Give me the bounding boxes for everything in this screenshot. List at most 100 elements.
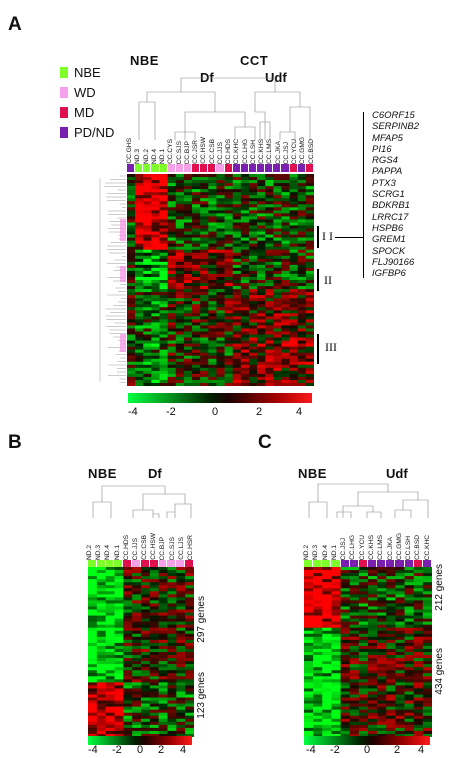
heatmap-cell <box>232 310 242 314</box>
heatmap-cell <box>273 258 282 263</box>
heatmap-cell <box>422 679 432 683</box>
heatmap-cell <box>183 358 193 363</box>
heatmap-cell <box>216 243 225 247</box>
heatmap-cell <box>141 567 151 571</box>
heatmap-cell <box>167 367 177 372</box>
heatmap-cell <box>159 189 168 193</box>
heatmap-cell <box>158 730 168 735</box>
heatmap-cell <box>331 697 341 701</box>
heatmap-cell <box>322 661 332 665</box>
heatmap-cell <box>240 201 250 205</box>
heatmap-cell <box>127 286 136 290</box>
heatmap-cell <box>305 252 314 257</box>
heatmap-cell <box>422 585 432 589</box>
heatmap-cell <box>422 573 432 577</box>
heatmap-cell <box>208 373 217 378</box>
heatmap-cell <box>395 676 405 680</box>
heatmap-cell <box>141 600 151 604</box>
heatmap-cell <box>216 207 225 211</box>
heatmap-cell <box>240 283 250 287</box>
heatmap-cell <box>422 606 432 610</box>
heatmap-cell <box>200 370 209 375</box>
heatmap-cell <box>297 261 307 266</box>
heatmap-cell <box>304 591 314 595</box>
heatmap-cell <box>127 186 136 190</box>
heatmap-cell <box>413 567 424 571</box>
heatmap-cell <box>123 697 133 701</box>
heatmap-cell <box>88 724 98 729</box>
panel-b-gene-count-123: 123 genes <box>196 672 207 732</box>
heatmap-cell <box>175 379 185 384</box>
heatmap-cell <box>200 325 209 329</box>
heatmap-cell <box>200 346 209 350</box>
heatmap-cell <box>240 286 250 290</box>
heatmap-cell <box>200 340 209 344</box>
heatmap-cell <box>305 322 314 326</box>
heatmap-cell <box>185 730 194 735</box>
panel-a-row-dendrogram <box>99 175 126 383</box>
heatmap-cell <box>175 258 185 263</box>
heatmap-cell <box>149 642 159 647</box>
heatmap-cell <box>123 585 133 589</box>
heatmap-cell <box>297 376 307 381</box>
heatmap-cell <box>175 225 185 229</box>
heatmap-cell <box>265 186 274 190</box>
sample-label: CC.HDS <box>122 534 130 560</box>
heatmap-cell <box>88 591 98 595</box>
heatmap-cell <box>224 189 233 193</box>
heatmap-cell <box>123 700 133 704</box>
heatmap-cell <box>159 177 168 181</box>
heatmap-cell <box>114 603 124 607</box>
heatmap-cell <box>358 679 369 683</box>
heatmap-cell <box>216 213 225 217</box>
heatmap-cell <box>265 249 274 254</box>
gene-list-bracket <box>363 112 364 278</box>
heatmap-cell <box>159 219 168 223</box>
heatmap-cell <box>305 298 314 302</box>
heatmap-cell <box>127 331 136 335</box>
class-bar-cell-pd <box>265 164 274 172</box>
heatmap-cell <box>143 316 152 320</box>
heatmap-cell <box>413 679 424 683</box>
heatmap-cell <box>331 658 341 662</box>
heatmap-cell <box>273 234 282 238</box>
heatmap-cell <box>322 621 332 625</box>
heatmap-cell <box>232 292 242 296</box>
heatmap-cell <box>192 237 201 241</box>
heatmap-cell <box>208 298 217 302</box>
heatmap-cell <box>208 177 217 181</box>
heatmap-cell <box>257 313 266 317</box>
heatmap-cell <box>289 316 299 320</box>
gene-name: PI16 <box>372 143 392 155</box>
class-bar-cell-md <box>149 560 159 567</box>
heatmap-cell <box>132 688 142 692</box>
heatmap-cell <box>289 216 299 220</box>
heatmap-cell <box>422 633 432 638</box>
heatmap-cell <box>377 727 387 732</box>
heatmap-cell <box>257 355 266 360</box>
heatmap-cell <box>135 243 144 247</box>
heatmap-cell <box>395 730 405 735</box>
heatmap-cell <box>368 673 378 677</box>
heatmap-cell <box>127 346 136 350</box>
heatmap-cell <box>96 694 106 698</box>
heatmap-cell <box>248 346 258 350</box>
heatmap-cell <box>297 331 307 335</box>
heatmap-cell <box>167 655 177 659</box>
heatmap-cell <box>127 319 136 323</box>
heatmap-cell <box>114 636 124 641</box>
heatmap-cell <box>240 231 250 235</box>
heatmap-cell <box>331 679 341 683</box>
heatmap-cell <box>192 213 201 217</box>
heatmap-cell <box>105 691 115 695</box>
heatmap-cell <box>297 286 307 290</box>
heatmap-cell <box>176 588 186 592</box>
heatmap-cell <box>232 219 242 223</box>
heatmap-cell <box>151 292 160 296</box>
heatmap-cell <box>404 685 415 689</box>
heatmap-cell <box>127 258 136 263</box>
heatmap-cell <box>135 183 144 187</box>
heatmap-cell <box>395 567 405 571</box>
heatmap-cell <box>297 373 307 378</box>
heatmap-cell <box>358 648 369 653</box>
